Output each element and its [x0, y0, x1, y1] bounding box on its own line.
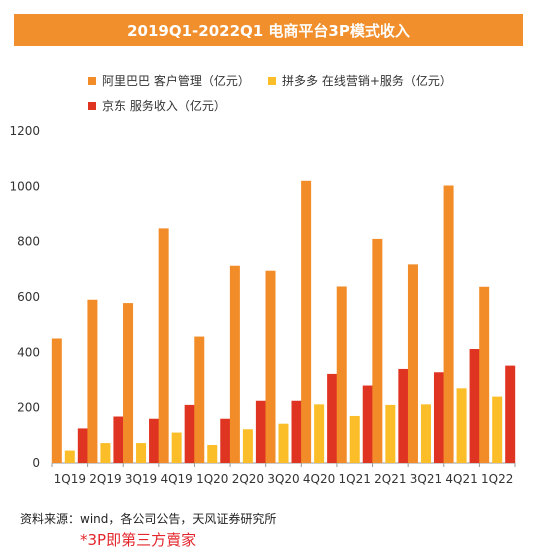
- x-tick-label: 1Q21: [339, 472, 371, 486]
- bar-pinduoduo: [136, 443, 147, 463]
- bar-alibaba: [479, 286, 490, 463]
- x-tick-label: 2Q21: [374, 472, 406, 486]
- legend-label-pinduoduo: 拼多多 在线营销+服务（亿元）: [282, 74, 452, 88]
- chart-title-bar: 2019Q1-2022Q1 电商平台3P模式收入: [14, 14, 523, 46]
- bar-jd: [398, 368, 409, 463]
- bar-pinduoduo: [171, 432, 182, 463]
- legend-item-alibaba: 阿里巴巴 客户管理（亿元）: [88, 72, 250, 89]
- bar-jd: [184, 404, 195, 463]
- x-tick-label: 4Q20: [303, 472, 335, 486]
- bar-pinduoduo: [64, 450, 75, 463]
- bar-pinduoduo: [314, 404, 325, 463]
- y-tick-label: 1000: [9, 179, 40, 193]
- bar-jd: [220, 418, 231, 463]
- source-note: 资料来源：wind，各公司公告，天风证券研究所: [20, 512, 277, 526]
- legend-swatch-alibaba: [88, 76, 96, 85]
- bar-alibaba: [336, 286, 347, 463]
- legend: 阿里巴巴 客户管理（亿元） 拼多多 在线营销+服务（亿元） 京东 服务收入（亿元…: [0, 0, 538, 120]
- bar-jd: [149, 418, 160, 463]
- x-tick-label: 4Q21: [445, 472, 477, 486]
- bar-alibaba: [407, 264, 418, 463]
- y-tick-label: 400: [17, 345, 40, 359]
- bar-pinduoduo: [349, 415, 360, 463]
- bar-pinduoduo: [242, 429, 253, 463]
- bar-jd: [433, 372, 444, 463]
- x-tick-label: 3Q21: [410, 472, 442, 486]
- bar-alibaba: [301, 180, 312, 464]
- x-tick-label: 1Q20: [196, 472, 228, 486]
- legend-swatch-jd: [88, 101, 96, 110]
- bar-pinduoduo: [385, 404, 396, 463]
- y-tick-label: 200: [17, 401, 40, 415]
- bar-pinduoduo: [278, 423, 289, 463]
- x-tick-label: 3Q20: [267, 472, 299, 486]
- bar-alibaba: [123, 303, 134, 463]
- legend-label-jd: 京东 服务收入（亿元）: [102, 99, 226, 113]
- bar-jd: [291, 400, 302, 463]
- bar-pinduoduo: [100, 443, 111, 463]
- bar-pinduoduo: [420, 404, 431, 463]
- bar-jd: [113, 416, 124, 463]
- bar-alibaba: [51, 338, 62, 463]
- bar-alibaba: [87, 299, 98, 463]
- bar-chart: 0 200 400 600 800 1000 1200 1Q19 2Q19 3Q19 4Q19 1Q2…: [9, 124, 516, 486]
- footnote: *3P即第三方賣家: [80, 531, 197, 549]
- bar-alibaba: [265, 270, 276, 463]
- bar-pinduoduo: [456, 388, 467, 463]
- chart-title: 2019Q1-2022Q1 电商平台3P模式收入: [127, 21, 410, 40]
- bar-alibaba: [194, 336, 205, 463]
- legend-label-alibaba: 阿里巴巴 客户管理（亿元）: [102, 74, 250, 88]
- bar-pinduoduo: [492, 396, 503, 463]
- legend-swatch-pinduoduo: [268, 76, 276, 85]
- x-tick-label: 1Q19: [54, 472, 86, 486]
- bar-jd: [255, 400, 266, 463]
- legend-item-jd: 京东 服务收入（亿元）: [88, 97, 226, 114]
- x-tick-label: 1Q22: [481, 472, 513, 486]
- x-tick-label: 4Q19: [160, 472, 192, 486]
- bar-alibaba: [443, 185, 454, 463]
- bar-jd: [327, 373, 338, 463]
- bar-alibaba: [229, 265, 240, 463]
- x-tick-label: 2Q19: [89, 472, 121, 486]
- x-tick-label: 2Q20: [232, 472, 264, 486]
- y-tick-label: 600: [17, 290, 40, 304]
- y-tick-label: 800: [17, 235, 40, 249]
- y-tick-label: 0: [32, 456, 40, 470]
- bar-pinduoduo: [207, 445, 218, 463]
- bar-jd: [77, 428, 88, 463]
- bar-jd: [505, 365, 516, 463]
- bar-alibaba: [158, 228, 169, 463]
- bar-jd: [362, 385, 373, 463]
- bar-alibaba: [372, 238, 383, 463]
- legend-item-pinduoduo: 拼多多 在线营销+服务（亿元）: [268, 72, 452, 89]
- x-tick-label: 3Q19: [125, 472, 157, 486]
- bar-jd: [469, 349, 480, 463]
- y-tick-label: 1200: [9, 124, 40, 138]
